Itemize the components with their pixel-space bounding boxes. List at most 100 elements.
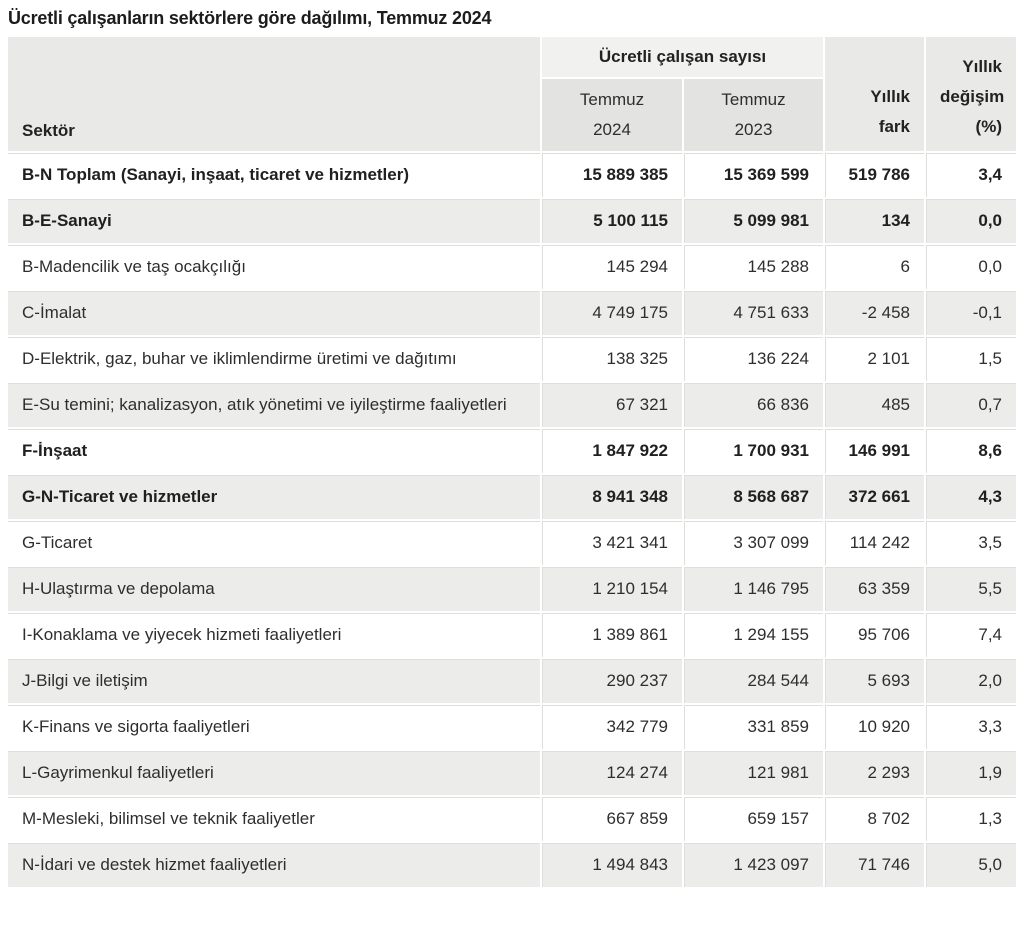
row-label: B-N Toplam (Sanayi, inşaat, ticaret ve h…: [8, 151, 540, 197]
cell-yillik-degisim: 0,0: [924, 197, 1016, 243]
cell-yillik-fark: 95 706: [823, 611, 924, 657]
table-row: B-N Toplam (Sanayi, inşaat, ticaret ve h…: [8, 151, 1016, 197]
row-label: G-N-Ticaret ve hizmetler: [8, 473, 540, 519]
row-label: K-Finans ve sigorta faaliyetleri: [8, 703, 540, 749]
cell-yillik-degisim: 5,0: [924, 841, 1016, 887]
cell-temmuz-2023: 1 423 097: [682, 841, 823, 887]
cell-temmuz-2024: 145 294: [540, 243, 682, 289]
cell-yillik-fark: 134: [823, 197, 924, 243]
cell-yillik-fark: 63 359: [823, 565, 924, 611]
cell-temmuz-2023: 121 981: [682, 749, 823, 795]
table-body: B-N Toplam (Sanayi, inşaat, ticaret ve h…: [8, 151, 1016, 887]
table-row: D-Elektrik, gaz, buhar ve iklimlendirme …: [8, 335, 1016, 381]
cell-yillik-degisim: 4,3: [924, 473, 1016, 519]
cell-temmuz-2024: 290 237: [540, 657, 682, 703]
cell-temmuz-2024: 67 321: [540, 381, 682, 427]
row-label: M-Mesleki, bilimsel ve teknik faaliyetle…: [8, 795, 540, 841]
table-row: I-Konaklama ve yiyecek hizmeti faaliyetl…: [8, 611, 1016, 657]
column-header-sektor: Sektör: [8, 37, 540, 151]
cell-yillik-fark: 2 293: [823, 749, 924, 795]
row-label: J-Bilgi ve iletişim: [8, 657, 540, 703]
cell-temmuz-2024: 5 100 115: [540, 197, 682, 243]
row-label: B-E-Sanayi: [8, 197, 540, 243]
column-header-temmuz-2023: Temmuz 2023: [682, 79, 823, 151]
cell-yillik-fark: 8 702: [823, 795, 924, 841]
cell-yillik-degisim: 1,5: [924, 335, 1016, 381]
row-label: B-Madencilik ve taş ocakçılığı: [8, 243, 540, 289]
cell-yillik-fark: 485: [823, 381, 924, 427]
table-row: B-Madencilik ve taş ocakçılığı 145 294 1…: [8, 243, 1016, 289]
cell-temmuz-2023: 284 544: [682, 657, 823, 703]
cell-temmuz-2023: 5 099 981: [682, 197, 823, 243]
cell-yillik-fark: 146 991: [823, 427, 924, 473]
cell-yillik-fark: 519 786: [823, 151, 924, 197]
cell-yillik-degisim: 8,6: [924, 427, 1016, 473]
row-label: H-Ulaştırma ve depolama: [8, 565, 540, 611]
cell-yillik-fark: -2 458: [823, 289, 924, 335]
table-row: J-Bilgi ve iletişim 290 237 284 544 5 69…: [8, 657, 1016, 703]
column-header-yillik-degisim: Yıllık değişim (%): [924, 37, 1016, 151]
cell-yillik-degisim: 3,3: [924, 703, 1016, 749]
cell-yillik-degisim: 1,9: [924, 749, 1016, 795]
cell-yillik-fark: 114 242: [823, 519, 924, 565]
cell-yillik-fark: 10 920: [823, 703, 924, 749]
cell-temmuz-2023: 1 146 795: [682, 565, 823, 611]
cell-temmuz-2024: 1 494 843: [540, 841, 682, 887]
page-title: Ücretli çalışanların sektörlere göre dağ…: [8, 8, 492, 28]
cell-temmuz-2023: 4 751 633: [682, 289, 823, 335]
cell-temmuz-2023: 1 700 931: [682, 427, 823, 473]
table-row: C-İmalat 4 749 175 4 751 633 -2 458 -0,1: [8, 289, 1016, 335]
table-row: B-E-Sanayi 5 100 115 5 099 981 134 0,0: [8, 197, 1016, 243]
cell-yillik-degisim: 0,7: [924, 381, 1016, 427]
row-label: G-Ticaret: [8, 519, 540, 565]
row-label: D-Elektrik, gaz, buhar ve iklimlendirme …: [8, 335, 540, 381]
table-row: G-Ticaret 3 421 341 3 307 099 114 242 3,…: [8, 519, 1016, 565]
cell-temmuz-2024: 1 210 154: [540, 565, 682, 611]
row-label: C-İmalat: [8, 289, 540, 335]
row-label: F-İnşaat: [8, 427, 540, 473]
sector-distribution-table: Sektör Ücretli çalışan sayısı Yıllık far…: [8, 37, 1016, 887]
cell-temmuz-2023: 66 836: [682, 381, 823, 427]
cell-temmuz-2024: 8 941 348: [540, 473, 682, 519]
cell-temmuz-2023: 15 369 599: [682, 151, 823, 197]
row-label: L-Gayrimenkul faaliyetleri: [8, 749, 540, 795]
column-header-yillik-fark: Yıllık fark: [823, 37, 924, 151]
cell-yillik-degisim: -0,1: [924, 289, 1016, 335]
cell-temmuz-2024: 1 847 922: [540, 427, 682, 473]
table-row: G-N-Ticaret ve hizmetler 8 941 348 8 568…: [8, 473, 1016, 519]
cell-yillik-fark: 5 693: [823, 657, 924, 703]
cell-yillik-degisim: 1,3: [924, 795, 1016, 841]
table-row: H-Ulaştırma ve depolama 1 210 154 1 146 …: [8, 565, 1016, 611]
cell-yillik-degisim: 3,5: [924, 519, 1016, 565]
table-row: N-İdari ve destek hizmet faaliyetleri 1 …: [8, 841, 1016, 887]
cell-temmuz-2024: 15 889 385: [540, 151, 682, 197]
cell-temmuz-2023: 659 157: [682, 795, 823, 841]
cell-temmuz-2024: 3 421 341: [540, 519, 682, 565]
table-row: M-Mesleki, bilimsel ve teknik faaliyetle…: [8, 795, 1016, 841]
cell-temmuz-2024: 667 859: [540, 795, 682, 841]
cell-yillik-degisim: 3,4: [924, 151, 1016, 197]
table-row: L-Gayrimenkul faaliyetleri 124 274 121 9…: [8, 749, 1016, 795]
cell-temmuz-2024: 4 749 175: [540, 289, 682, 335]
cell-yillik-fark: 372 661: [823, 473, 924, 519]
cell-yillik-degisim: 2,0: [924, 657, 1016, 703]
cell-temmuz-2023: 1 294 155: [682, 611, 823, 657]
cell-temmuz-2023: 3 307 099: [682, 519, 823, 565]
table-header: Sektör Ücretli çalışan sayısı Yıllık far…: [8, 37, 1016, 151]
cell-yillik-fark: 6: [823, 243, 924, 289]
row-label: I-Konaklama ve yiyecek hizmeti faaliyetl…: [8, 611, 540, 657]
cell-yillik-degisim: 5,5: [924, 565, 1016, 611]
cell-temmuz-2024: 124 274: [540, 749, 682, 795]
column-header-ucretli-calisan-sayisi: Ücretli çalışan sayısı: [540, 37, 823, 79]
table-row: E-Su temini; kanalizasyon, atık yönetimi…: [8, 381, 1016, 427]
table-row: K-Finans ve sigorta faaliyetleri 342 779…: [8, 703, 1016, 749]
cell-temmuz-2023: 331 859: [682, 703, 823, 749]
row-label: E-Su temini; kanalizasyon, atık yönetimi…: [8, 381, 540, 427]
cell-yillik-degisim: 0,0: [924, 243, 1016, 289]
cell-yillik-degisim: 7,4: [924, 611, 1016, 657]
cell-temmuz-2023: 145 288: [682, 243, 823, 289]
table-row: F-İnşaat 1 847 922 1 700 931 146 991 8,6: [8, 427, 1016, 473]
cell-yillik-fark: 71 746: [823, 841, 924, 887]
row-label: N-İdari ve destek hizmet faaliyetleri: [8, 841, 540, 887]
cell-yillik-fark: 2 101: [823, 335, 924, 381]
